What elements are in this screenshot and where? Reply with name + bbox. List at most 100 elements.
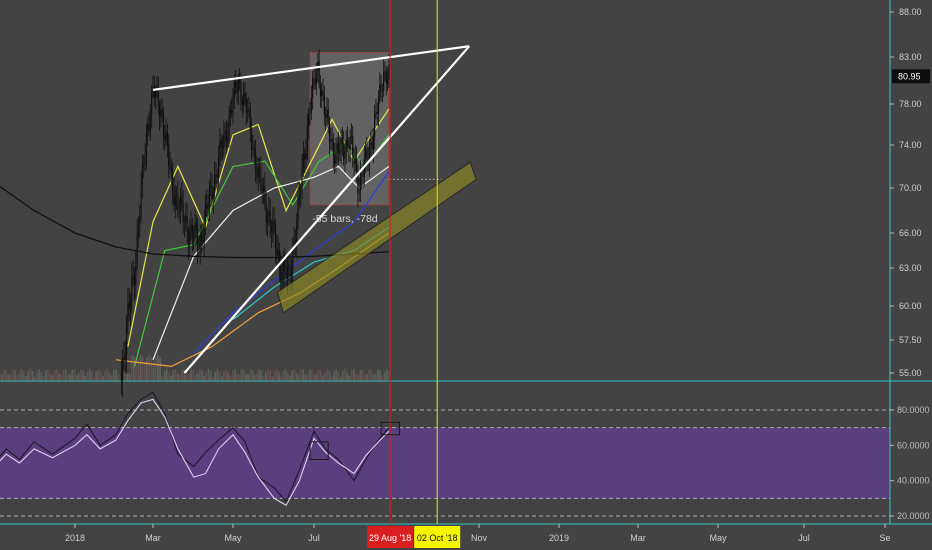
candle-body	[228, 114, 230, 135]
candle-body	[198, 250, 200, 252]
volume-bar	[335, 369, 337, 381]
candle-body	[151, 91, 153, 115]
candle-body	[362, 174, 364, 177]
candle-body	[173, 191, 175, 206]
volume-bar	[295, 372, 298, 381]
volume-bar	[372, 374, 375, 381]
volume-bar	[203, 375, 205, 381]
candle-body	[203, 221, 205, 243]
candle-body	[168, 144, 170, 166]
volume-bar	[102, 376, 104, 381]
candle-body	[185, 216, 187, 222]
candle-body	[280, 265, 282, 284]
volume-bar	[18, 372, 21, 381]
candle-body	[379, 84, 381, 98]
volume-bar	[385, 369, 388, 381]
volume-bar	[205, 372, 208, 381]
volume-bar	[304, 373, 307, 381]
candle-body	[240, 83, 242, 101]
candle-body	[264, 185, 266, 204]
candle-body	[260, 170, 262, 189]
candle-body	[196, 229, 199, 251]
candle-body	[217, 157, 220, 178]
volume-bar	[113, 370, 115, 381]
volume-bar	[51, 375, 54, 381]
volume-bar	[73, 370, 76, 381]
volume-bar	[77, 372, 80, 381]
price-tick-label: 63.00	[899, 263, 922, 273]
volume-bar	[225, 369, 227, 381]
rsi-tick-label: 80.0000	[897, 405, 930, 415]
volume-bar	[311, 369, 313, 381]
candle-body	[229, 110, 231, 115]
candle-body	[296, 221, 298, 244]
volume-bar	[55, 369, 58, 381]
volume-bar	[99, 371, 102, 381]
candle-body	[199, 234, 201, 251]
measure-box	[310, 52, 389, 205]
volume-bar	[108, 372, 111, 381]
volume-bar	[143, 361, 146, 381]
candle-body	[235, 81, 237, 89]
volume-bar	[179, 374, 181, 381]
candle-body	[208, 187, 210, 207]
candle-body	[215, 174, 217, 176]
candle-body	[268, 210, 270, 217]
volume-bar	[176, 373, 179, 381]
volume-bar	[137, 358, 139, 381]
candle-body	[174, 196, 176, 206]
candle-body	[337, 143, 340, 154]
candle-body	[237, 79, 239, 93]
candle-body	[325, 114, 327, 118]
volume-bar	[75, 375, 78, 381]
volume-bar	[115, 369, 117, 381]
volume-bar	[324, 372, 326, 381]
volume-bar	[352, 369, 355, 381]
volume-bar	[328, 370, 331, 381]
candle-body	[274, 224, 277, 249]
candle-body	[312, 77, 314, 98]
candle-body	[288, 265, 290, 267]
volume-bar	[379, 370, 381, 381]
candle-body	[361, 172, 363, 175]
candle-body	[231, 110, 233, 113]
rsi-axis: 80.0000 60.0000 40.0000 20.0000	[890, 405, 930, 521]
time-tick-label: Jul	[798, 533, 810, 543]
volume-bar	[284, 369, 287, 381]
candle-body	[353, 155, 355, 165]
volume-bar	[157, 355, 159, 381]
volume-bar	[313, 374, 315, 381]
volume-bar	[14, 370, 16, 381]
rsi-tick-label: 60.0000	[897, 440, 930, 450]
volume-bar	[355, 372, 357, 381]
volume-bar	[306, 373, 309, 381]
time-tick-label: Nov	[471, 533, 488, 543]
candle-body	[302, 153, 304, 168]
candle-body	[282, 259, 285, 273]
volume-bar	[106, 369, 109, 381]
candle-body	[181, 195, 183, 204]
candle-body	[326, 109, 328, 118]
moving-average-line	[127, 108, 390, 347]
volume-bar	[302, 369, 304, 381]
last-price-label: 80.95	[898, 71, 921, 81]
candle-body	[289, 266, 291, 277]
volume-bar	[185, 373, 188, 381]
time-tick-label: 2019	[549, 533, 569, 543]
volume-bar	[141, 356, 144, 381]
candle-body	[162, 113, 165, 136]
candle-body	[341, 137, 343, 145]
candle-body	[236, 88, 238, 93]
candle-body	[135, 262, 137, 285]
volume-bar	[47, 369, 49, 381]
candle-body	[377, 97, 380, 114]
channel-band	[276, 161, 477, 314]
candle-body	[318, 61, 320, 84]
candle-body	[319, 83, 322, 97]
candle-body	[200, 234, 203, 240]
volume-bar	[260, 370, 263, 381]
volume-bar	[322, 375, 324, 381]
candle-body	[216, 174, 218, 178]
volume-bar	[280, 376, 282, 381]
volume-bar	[293, 369, 296, 381]
